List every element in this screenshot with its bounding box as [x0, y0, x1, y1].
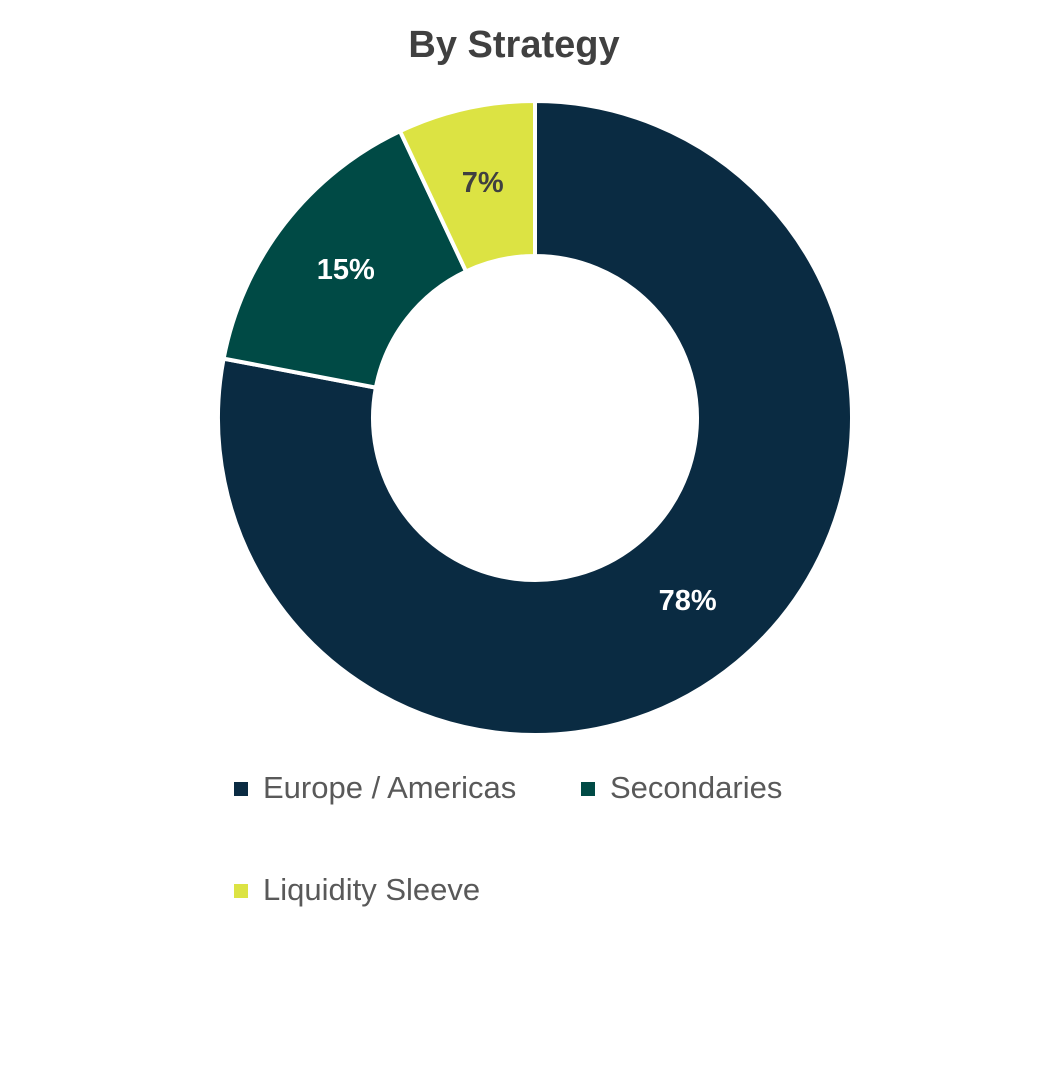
legend-swatch [234, 782, 248, 796]
chart-title: By Strategy [408, 24, 619, 66]
legend-label: Secondaries [610, 770, 782, 805]
legend-swatch [581, 782, 595, 796]
donut-slice [216, 98, 854, 737]
legend-label: Liquidity Sleeve [263, 872, 480, 907]
data-label: 78% [659, 585, 717, 617]
legend-label: Europe / Americas [263, 770, 516, 805]
donut-slice [221, 128, 469, 390]
data-label: 15% [317, 254, 375, 286]
data-label: 7% [462, 167, 504, 199]
legend-swatch [234, 884, 248, 898]
donut-slice [397, 98, 537, 275]
